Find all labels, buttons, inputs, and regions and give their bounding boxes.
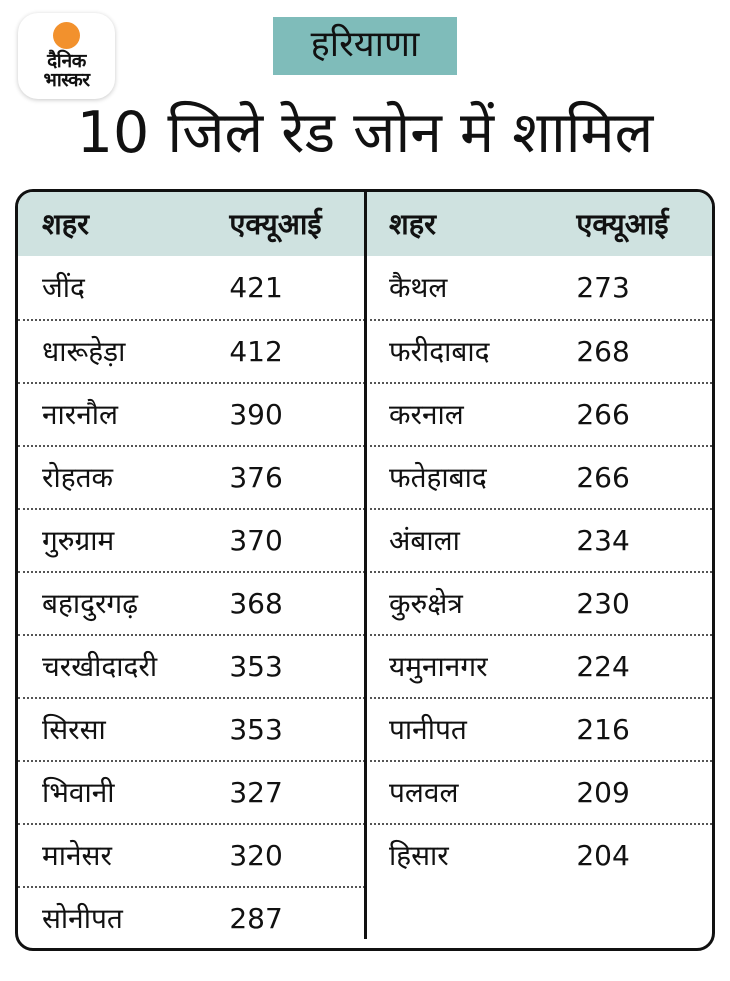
table-row: सोनीपत 287 xyxy=(18,885,365,948)
aqi-cell: 376 xyxy=(229,460,283,494)
city-cell: रोहतक xyxy=(42,461,114,495)
city-cell: सिरसा xyxy=(42,713,106,747)
table-row: चरखीदादरी 353 xyxy=(18,633,365,697)
dainik-bhaskar-logo: दैनिक भास्कर xyxy=(18,13,115,99)
city-cell: पलवल xyxy=(389,776,459,810)
aqi-cell: 266 xyxy=(576,460,630,494)
logo-text-line2: भास्कर xyxy=(43,69,90,91)
table-row: सिरसा 353 xyxy=(18,696,365,760)
aqi-cell: 320 xyxy=(229,838,283,872)
aqi-cell: 353 xyxy=(229,649,283,683)
aqi-cell: 370 xyxy=(229,523,283,557)
city-cell: अंबाला xyxy=(389,524,460,558)
logo-sun-icon xyxy=(53,22,80,50)
city-cell: चरखीदादरी xyxy=(42,650,158,684)
badge-wrap: हरियाणा xyxy=(0,0,730,75)
column-header-city: शहर xyxy=(42,207,89,242)
table-row: बहादुरगढ़ 368 xyxy=(18,570,365,634)
aqi-cell: 412 xyxy=(229,334,283,368)
table-divider xyxy=(363,191,367,939)
logo-text-line1: दैनिक xyxy=(47,50,86,73)
aqi-cell: 327 xyxy=(229,775,283,809)
table-row: भिवानी 327 xyxy=(18,759,365,823)
table-row: अंबाला 234 xyxy=(365,507,712,571)
aqi-table-right-panel: शहर एक्यूआई कैथल 273 फरीदाबाद 268 करनाल 266 फत… xyxy=(365,191,712,948)
table-row: पलवल 209 xyxy=(365,759,712,823)
table-row: फरीदाबाद 268 xyxy=(365,318,712,382)
aqi-table-left-panel: शहर एक्यूआई जींद 421 धारूहेड़ा 412 नारनौल 390… xyxy=(18,191,365,948)
aqi-cell: 368 xyxy=(229,586,283,620)
city-cell: सोनीपत xyxy=(42,902,123,936)
aqi-cell: 209 xyxy=(576,775,630,809)
right-table-header: शहर एक्यूआई xyxy=(365,191,712,256)
aqi-cell: 353 xyxy=(229,712,283,746)
aqi-cell: 268 xyxy=(576,334,630,368)
table-row: करनाल 266 xyxy=(365,381,712,445)
city-cell: पानीपत xyxy=(389,713,467,747)
right-table-body: कैथल 273 फरीदाबाद 268 करनाल 266 फतेहाबाद 266 अंब… xyxy=(365,256,712,948)
aqi-table: शहर एक्यूआई जींद 421 धारूहेड़ा 412 नारनौल 390… xyxy=(15,188,715,951)
table-row: फतेहाबाद 266 xyxy=(365,444,712,508)
column-header-city: शहर xyxy=(389,207,436,242)
top-band: दैनिक भास्कर हरियाणा xyxy=(0,0,730,100)
column-header-aqi: एक्यूआई xyxy=(576,207,669,242)
aqi-cell: 224 xyxy=(576,649,630,683)
city-cell: बहादुरगढ़ xyxy=(42,587,138,621)
aqi-cell: 216 xyxy=(576,712,630,746)
city-cell: जींद xyxy=(42,271,85,305)
aqi-cell: 204 xyxy=(576,838,630,872)
aqi-cell: 234 xyxy=(576,523,630,557)
city-cell: हिसार xyxy=(389,839,449,873)
aqi-cell: 266 xyxy=(576,397,630,431)
table-row: पानीपत 216 xyxy=(365,696,712,760)
city-cell: करनाल xyxy=(389,398,464,432)
table-row: हिसार 204 xyxy=(365,822,712,886)
aqi-cell: 287 xyxy=(229,901,283,935)
logo-text: दैनिक भास्कर xyxy=(43,50,90,91)
city-cell: भिवानी xyxy=(42,776,115,810)
table-row: मानेसर 320 xyxy=(18,822,365,886)
aqi-cell: 230 xyxy=(576,586,630,620)
aqi-cell: 421 xyxy=(229,270,283,304)
page-title: 10 जिले रेड जोन में शामिल xyxy=(76,100,654,166)
table-row: नारनौल 390 xyxy=(18,381,365,445)
city-cell: यमुनानगर xyxy=(389,650,488,684)
city-cell: गुरुग्राम xyxy=(42,524,115,558)
city-cell: फरीदाबाद xyxy=(389,335,490,369)
city-cell: कुरुक्षेत्र xyxy=(389,587,463,621)
left-table-body: जींद 421 धारूहेड़ा 412 नारनौल 390 रोहतक 376 गुरु… xyxy=(18,256,365,948)
table-row: कुरुक्षेत्र 230 xyxy=(365,570,712,634)
table-row: कैथल 273 xyxy=(365,256,712,319)
table-row: गुरुग्राम 370 xyxy=(18,507,365,571)
table-row: जींद 421 xyxy=(18,256,365,319)
column-header-aqi: एक्यूआई xyxy=(229,207,322,242)
city-cell: कैथल xyxy=(389,271,448,305)
table-row: यमुनानगर 224 xyxy=(365,633,712,697)
city-cell: मानेसर xyxy=(42,839,112,873)
city-cell: धारूहेड़ा xyxy=(42,335,126,369)
city-cell: नारनौल xyxy=(42,398,119,432)
region-badge: हरियाणा xyxy=(272,17,458,75)
left-table-header: शहर एक्यूआई xyxy=(18,191,365,256)
table-row: धारूहेड़ा 412 xyxy=(18,318,365,382)
table-row: रोहतक 376 xyxy=(18,444,365,508)
aqi-cell: 390 xyxy=(229,397,283,431)
city-cell: फतेहाबाद xyxy=(389,461,487,495)
aqi-cell: 273 xyxy=(576,270,630,304)
